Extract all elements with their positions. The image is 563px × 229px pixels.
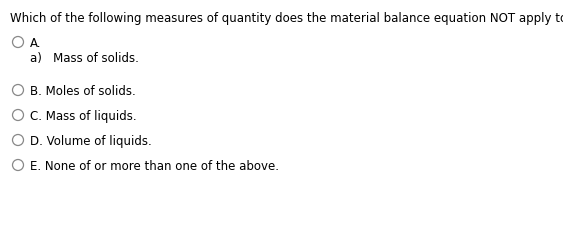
Text: B. Moles of solids.: B. Moles of solids. — [30, 85, 136, 98]
Text: Which of the following measures of quantity does the material balance equation N: Which of the following measures of quant… — [10, 12, 563, 25]
Text: E. None of or more than one of the above.: E. None of or more than one of the above… — [30, 160, 279, 173]
Text: C. Mass of liquids.: C. Mass of liquids. — [30, 110, 137, 123]
Text: A.: A. — [30, 37, 42, 50]
Text: D. Volume of liquids.: D. Volume of liquids. — [30, 135, 152, 148]
Text: a)   Mass of solids.: a) Mass of solids. — [30, 52, 139, 65]
